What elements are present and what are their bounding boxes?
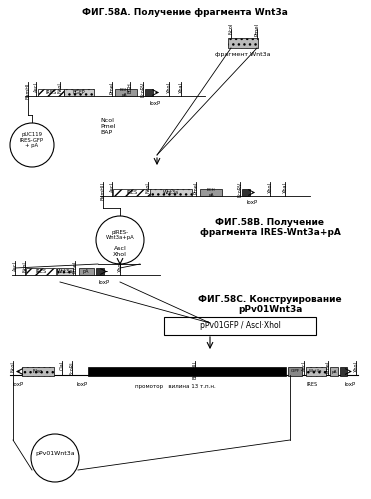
Text: BamHI: BamHI: [26, 82, 30, 98]
Text: loxP: loxP: [246, 201, 257, 206]
Bar: [330, 367, 338, 376]
Text: ClaI: ClaI: [59, 361, 65, 370]
Text: loxP: loxP: [150, 100, 161, 105]
Text: IRES: IRES: [45, 90, 56, 95]
Bar: [145, 89, 153, 96]
Text: NcoI: NcoI: [23, 261, 27, 272]
Text: IRES: IRES: [127, 190, 138, 195]
Text: AscI: AscI: [13, 261, 17, 271]
Bar: [79, 268, 94, 275]
Text: NcoI
PmeI
BAP: NcoI PmeI BAP: [100, 118, 115, 135]
Text: PmeI: PmeI: [109, 82, 115, 94]
Text: AscI: AscI: [109, 182, 115, 192]
Circle shape: [96, 216, 144, 264]
Text: фрагмент Wnt3a: фрагмент Wnt3a: [215, 52, 271, 57]
Text: pPv01Wnt3a: pPv01Wnt3a: [35, 452, 75, 457]
Text: EcoRV: EcoRV: [141, 82, 145, 97]
Text: pIRES-
Wnt3a+pA: pIRES- Wnt3a+pA: [106, 230, 134, 241]
Text: pA: pA: [83, 269, 89, 274]
Text: BamHII: BamHII: [101, 182, 105, 200]
Text: loxP: loxP: [98, 279, 109, 284]
Bar: [26, 268, 56, 275]
Text: ФИГ.58В. Получение
фрагмента IRES-Wnt3a+pA: ФИГ.58В. Получение фрагмента IRES-Wnt3a+…: [200, 218, 341, 238]
Text: GIPF: GIPF: [290, 369, 300, 373]
Text: loxP: loxP: [344, 382, 356, 387]
Bar: [96, 268, 104, 275]
Text: NcoI: NcoI: [145, 182, 151, 193]
Bar: [38, 89, 64, 96]
Text: NcoI: NcoI: [10, 361, 16, 372]
Text: pUC119
IRES-GFP
+ pA: pUC119 IRES-GFP + pA: [20, 132, 44, 148]
Text: AscI: AscI: [33, 82, 39, 92]
Bar: [306, 367, 326, 376]
Text: XhoI: XhoI: [167, 82, 171, 93]
Text: BCH
pA: BCH pA: [207, 188, 215, 197]
Text: AscI: AscI: [302, 361, 306, 371]
Text: XbaI: XbaI: [282, 182, 288, 193]
Text: pPv01GFP / AscI·XhoI: pPv01GFP / AscI·XhoI: [200, 321, 280, 330]
Text: pA: pA: [331, 369, 337, 373]
Bar: [200, 189, 222, 196]
Text: PmeI: PmeI: [194, 182, 198, 194]
Text: EcoRI: EcoRI: [69, 361, 75, 375]
Bar: [228, 38, 258, 48]
Text: IRES: IRES: [36, 269, 47, 274]
Bar: [115, 89, 137, 96]
Text: XhoI: XhoI: [267, 182, 273, 193]
Text: PmeI: PmeI: [325, 361, 331, 373]
Text: PmeI: PmeI: [72, 261, 78, 273]
Bar: [242, 189, 250, 196]
Text: ФИГ.58С. Конструирование
pPv01Wnt3a: ФИГ.58С. Конструирование pPv01Wnt3a: [198, 295, 342, 314]
Text: loxP: loxP: [12, 382, 24, 387]
Text: XhoI: XhoI: [118, 261, 122, 272]
Text: Wnt3a: Wnt3a: [309, 369, 323, 373]
Text: Wnt3a: Wnt3a: [163, 190, 179, 195]
Bar: [340, 367, 347, 376]
Text: loxP: loxP: [76, 382, 88, 387]
Circle shape: [31, 434, 79, 482]
Text: Wnt3a: Wnt3a: [57, 269, 73, 274]
Text: NcoI: NcoI: [58, 82, 62, 93]
Text: PmeI: PmeI: [255, 23, 259, 36]
Bar: [22, 367, 54, 376]
FancyBboxPatch shape: [164, 317, 316, 335]
Text: Neo: Neo: [33, 369, 43, 374]
Bar: [57, 268, 73, 275]
Text: промотор   вилина 13 т.п.н.: промотор вилина 13 т.п.н.: [135, 384, 216, 389]
Bar: [64, 89, 94, 96]
Bar: [150, 189, 192, 196]
Text: BGH: BGH: [128, 82, 132, 93]
Circle shape: [10, 123, 54, 167]
Bar: [88, 367, 286, 376]
Text: EcoRV: EcoRV: [237, 182, 243, 197]
Bar: [288, 367, 302, 376]
Text: IRES: IRES: [306, 382, 318, 387]
Text: BGH
pA: BGH pA: [119, 88, 128, 97]
Text: ФИГ.58А. Получение фрагмента Wnt3a: ФИГ.58А. Получение фрагмента Wnt3a: [82, 8, 288, 17]
Bar: [113, 189, 151, 196]
Text: BGFP: BGFP: [73, 90, 85, 95]
Text: XbaI: XbaI: [178, 82, 184, 93]
Text: AscI
XhoI: AscI XhoI: [113, 246, 127, 257]
Text: NcoI: NcoI: [229, 23, 233, 34]
Text: XhoI: XhoI: [354, 361, 358, 372]
Text: BamHII: BamHII: [193, 361, 197, 379]
